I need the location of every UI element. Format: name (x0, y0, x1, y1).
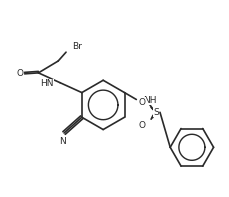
Text: O: O (139, 121, 146, 130)
Text: O: O (139, 98, 146, 107)
Text: Br: Br (72, 42, 82, 51)
Text: N: N (59, 137, 65, 146)
Text: O: O (16, 69, 23, 78)
Text: NH: NH (143, 96, 157, 105)
Text: S: S (153, 108, 159, 117)
Text: HN: HN (40, 79, 53, 88)
